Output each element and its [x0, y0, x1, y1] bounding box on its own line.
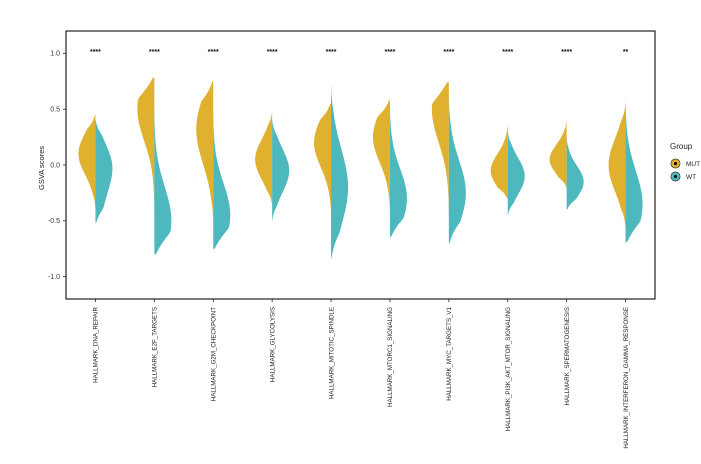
significance-label: **** [561, 49, 572, 56]
y-tick-label: 0.0 [50, 162, 60, 169]
significance-label: **** [267, 49, 278, 56]
legend: Group MUT WT [670, 142, 700, 182]
significance-label: **** [90, 49, 101, 56]
violin-mut-5 [314, 103, 332, 216]
violin-wt-5 [331, 84, 349, 259]
significance-label: **** [443, 49, 454, 56]
x-axis: HALLMARK_DNA_REPAIR HALLMARK_E2F_TARGETS H… [93, 299, 630, 449]
violin-mut-8 [490, 122, 508, 199]
violin-wt-7 [448, 95, 466, 244]
x-category-label: HALLMARK_GLYCOLYSIS [269, 307, 276, 382]
significance-label: **** [149, 49, 160, 56]
violin-mut-1 [78, 114, 96, 210]
legend-label-wt: WT [686, 174, 696, 181]
x-category-label: HALLMARK_MTORC1_SIGNALING [387, 307, 394, 407]
legend-swatch-dot [673, 161, 678, 166]
y-axis-title: GSVA scores [37, 146, 46, 190]
y-tick-label: 1.0 [50, 51, 60, 58]
legend-swatch-dot [673, 174, 678, 179]
legend-title: Group [670, 142, 693, 151]
violin-wt-1 [95, 120, 113, 224]
violin-wt-2 [154, 98, 172, 255]
significance-label: **** [384, 49, 395, 56]
x-category-label: HALLMARK_MYC_TARGETS_V1 [446, 306, 453, 400]
violin-mut-3 [196, 81, 214, 221]
x-category-label: HALLMARK_MITOTIC_SPINDLE [328, 307, 335, 399]
violin-mut-10 [608, 103, 626, 227]
violin-wt-3 [213, 103, 231, 249]
violin-wt-9 [566, 137, 584, 210]
significance-label: **** [502, 49, 513, 56]
significance-label: **** [208, 49, 219, 56]
x-category-label: HALLMARK_DNA_REPAIR [93, 306, 100, 382]
x-category-label: HALLMARK_G2M_CHECKPOINT [210, 307, 217, 401]
y-tick-label: -0.5 [48, 218, 60, 225]
x-category-label: HALLMARK_INTERFERON_GAMMA_RESPONSE [623, 307, 630, 449]
violin-layer [78, 77, 643, 259]
violin-mut-4 [255, 111, 273, 205]
violin-wt-6 [389, 103, 407, 238]
significance-label: **** [326, 49, 337, 56]
x-category-label: HALLMARK_PI3K_AKT_MTOR_SIGNALING [505, 307, 512, 432]
violin-mut-2 [137, 77, 155, 221]
violin-wt-10 [625, 92, 643, 244]
y-axis: 1.0 0.5 0.0 -0.5 -1.0 [48, 51, 66, 281]
y-tick-label: -1.0 [48, 274, 60, 281]
x-category-label: HALLMARK_SPERMATOGENESIS [564, 307, 571, 405]
violin-mut-6 [372, 100, 390, 216]
legend-label-mut: MUT [686, 161, 700, 168]
violin-wt-8 [507, 131, 525, 216]
violin-wt-4 [272, 120, 290, 221]
significance-label: ** [623, 49, 629, 56]
violin-mut-7 [431, 82, 449, 232]
significance-labels: **** **** **** **** **** **** **** **** **** ** [90, 49, 629, 56]
violin-mut-9 [549, 120, 567, 188]
y-tick-label: 0.5 [50, 107, 60, 114]
x-category-label: HALLMARK_E2F_TARGETS [152, 307, 159, 387]
